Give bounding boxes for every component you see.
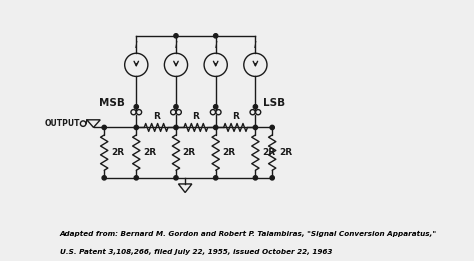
Circle shape — [102, 176, 106, 180]
Circle shape — [134, 125, 138, 129]
Circle shape — [134, 176, 138, 180]
Circle shape — [214, 176, 218, 180]
Text: 2R: 2R — [182, 148, 196, 157]
Text: OUTPUT: OUTPUT — [45, 119, 80, 128]
Text: R: R — [153, 112, 160, 121]
Text: 2R: 2R — [262, 148, 275, 157]
Circle shape — [174, 125, 178, 129]
Text: I: I — [135, 41, 137, 50]
Text: Adapted from: Bernard M. Gordon and Robert P. Talambiras, "Signal Conversion App: Adapted from: Bernard M. Gordon and Robe… — [60, 230, 437, 236]
Text: 2R: 2R — [222, 148, 236, 157]
Circle shape — [214, 105, 218, 109]
Text: LSB: LSB — [263, 98, 285, 108]
Circle shape — [174, 105, 178, 109]
Circle shape — [102, 125, 106, 129]
Text: MSB: MSB — [99, 98, 125, 108]
Text: R: R — [232, 112, 239, 121]
Circle shape — [270, 176, 274, 180]
Text: I: I — [254, 41, 257, 50]
Text: 2R: 2R — [279, 148, 292, 157]
Text: 2R: 2R — [111, 148, 124, 157]
Circle shape — [174, 34, 178, 38]
Circle shape — [174, 176, 178, 180]
Text: I: I — [174, 41, 177, 50]
Circle shape — [253, 105, 257, 109]
Circle shape — [214, 34, 218, 38]
Text: I: I — [214, 41, 217, 50]
Text: 2R: 2R — [143, 148, 156, 157]
Circle shape — [253, 125, 257, 129]
Text: R: R — [192, 112, 199, 121]
Circle shape — [270, 125, 274, 129]
Circle shape — [214, 125, 218, 129]
Circle shape — [253, 176, 257, 180]
Text: U.S. Patent 3,108,266, filed July 22, 1955, issued October 22, 1963: U.S. Patent 3,108,266, filed July 22, 19… — [60, 249, 332, 255]
Circle shape — [134, 105, 138, 109]
